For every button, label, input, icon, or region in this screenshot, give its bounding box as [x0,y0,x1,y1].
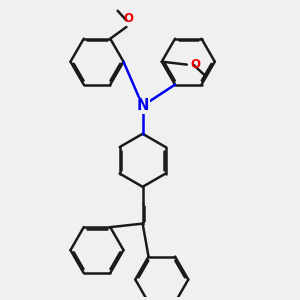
Text: O: O [123,12,133,25]
Text: N: N [136,98,149,113]
Text: O: O [190,58,200,71]
